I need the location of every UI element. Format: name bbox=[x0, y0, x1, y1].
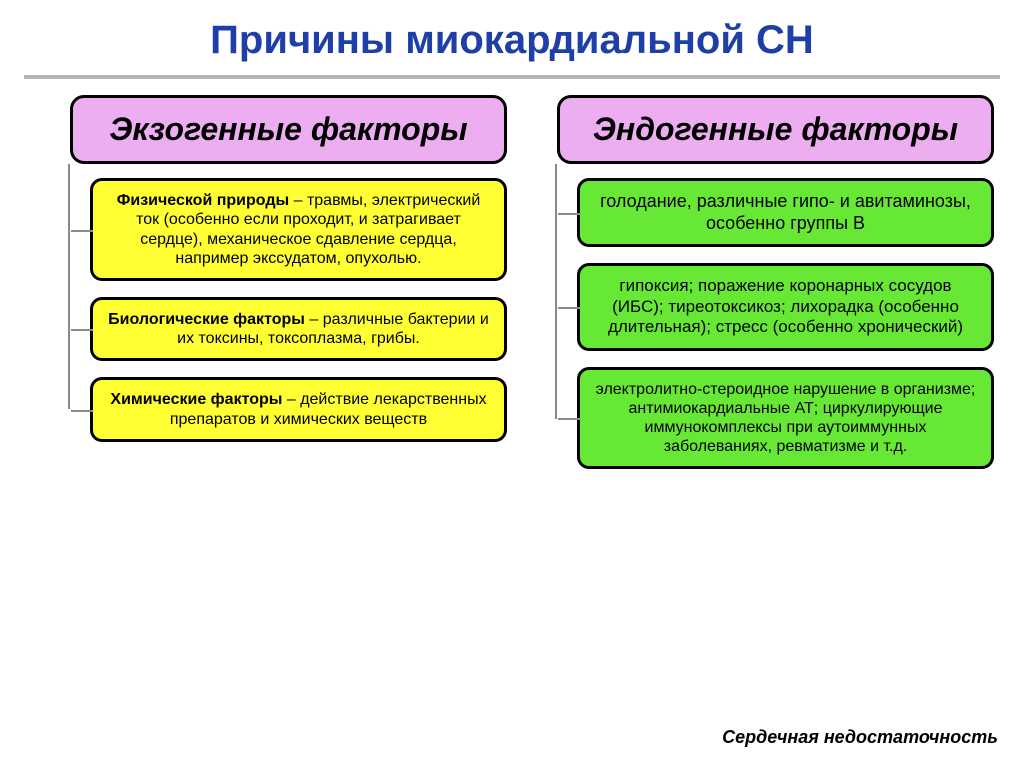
endogenous-header: Эндогенные факторы bbox=[557, 95, 994, 164]
endogenous-item-electrolyte: электролитно-стероидное нарушение в орга… bbox=[577, 367, 994, 470]
exogenous-header: Экзогенные факторы bbox=[70, 95, 507, 164]
left-column: Экзогенные факторы Физической природы – … bbox=[30, 95, 507, 485]
item-bold: Физической природы bbox=[117, 192, 289, 209]
divider bbox=[24, 75, 1000, 79]
columns: Экзогенные факторы Физической природы – … bbox=[0, 95, 1024, 485]
page-title: Причины миокардиальной СН bbox=[0, 0, 1024, 75]
exogenous-item-chemical: Химические факторы – действие лекарствен… bbox=[90, 377, 507, 441]
endogenous-item-nutrition: голодание, различные гипо- и авитаминозы… bbox=[577, 178, 994, 247]
item-bold: Химические факторы bbox=[110, 391, 282, 408]
left-connector-vline bbox=[68, 164, 70, 409]
right-connector-vline bbox=[555, 164, 557, 419]
right-column: Эндогенные факторы голодание, различные … bbox=[517, 95, 994, 485]
item-bold: Биологические факторы bbox=[108, 311, 305, 328]
exogenous-item-biological: Биологические факторы – различные бактер… bbox=[90, 297, 507, 361]
exogenous-item-physical: Физической природы – травмы, электрическ… bbox=[90, 178, 507, 281]
endogenous-item-hypoxia: гипоксия; поражение коронарных сосудов (… bbox=[577, 263, 994, 350]
footer-caption: Сердечная недостаточность bbox=[722, 727, 998, 748]
